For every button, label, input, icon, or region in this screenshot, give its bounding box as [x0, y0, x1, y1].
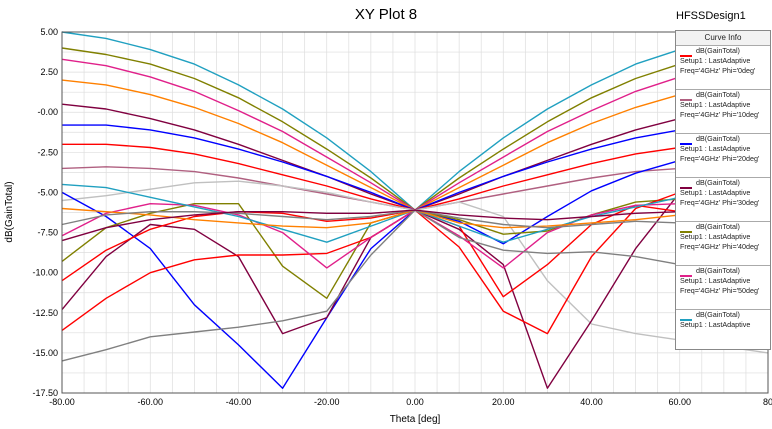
legend-swatch	[680, 231, 692, 233]
legend-params: Freq='4GHz' Phi='10deg'	[680, 110, 760, 119]
legend-entry[interactable]: dB(GainTotal) Setup1 : LastAdaptive Freq…	[676, 178, 770, 222]
legend-curve-name: dB(GainTotal)	[696, 310, 740, 319]
legend-params: Freq='4GHz' Phi='0deg'	[680, 66, 756, 75]
legend-entry[interactable]: dB(GainTotal) Setup1 : LastAdaptive	[676, 310, 770, 349]
legend-header: Curve Info	[676, 31, 770, 46]
legend-params: Freq='4GHz' Phi='50deg'	[680, 286, 760, 295]
y-tick-label: -10.00	[32, 268, 58, 278]
legend-entry[interactable]: dB(GainTotal) Setup1 : LastAdaptive Freq…	[676, 266, 770, 310]
legend-swatch	[680, 187, 692, 189]
curve-info-legend[interactable]: Curve Info dB(GainTotal) Setup1 : LastAd…	[675, 30, 771, 350]
legend-entry[interactable]: dB(GainTotal) Setup1 : LastAdaptive Freq…	[676, 134, 770, 178]
legend-entry[interactable]: dB(GainTotal) Setup1 : LastAdaptive Freq…	[676, 46, 770, 90]
x-tick-label: -20.00	[314, 397, 340, 407]
x-tick-label: 60.00	[668, 397, 691, 407]
legend-curve-name: dB(GainTotal)	[696, 46, 740, 55]
series-line	[61, 209, 769, 242]
y-axis-label: dB(GainTotal)	[4, 181, 15, 242]
y-tick-label: -0.00	[37, 107, 58, 117]
legend-setup: Setup1 : LastAdaptive	[680, 276, 751, 285]
y-tick-label: -17.50	[32, 388, 58, 398]
legend-curve-name: dB(GainTotal)	[696, 222, 740, 231]
x-tick-label: -80.00	[49, 397, 75, 407]
y-tick-label: -7.50	[37, 228, 58, 238]
x-tick-label: 40.00	[580, 397, 603, 407]
legend-setup: Setup1 : LastAdaptive	[680, 188, 751, 197]
y-tick-label: -15.00	[32, 348, 58, 358]
x-tick-label: 80	[763, 397, 772, 407]
legend-swatch	[680, 143, 692, 145]
x-tick-label: -60.00	[137, 397, 163, 407]
legend-curve-name: dB(GainTotal)	[696, 178, 740, 187]
series-layer	[61, 31, 769, 389]
y-tick-label: -12.50	[32, 308, 58, 318]
legend-entry[interactable]: dB(GainTotal) Setup1 : LastAdaptive Freq…	[676, 222, 770, 266]
legend-params: Freq='4GHz' Phi='30deg'	[680, 198, 760, 207]
y-tick-label: 2.50	[40, 67, 58, 77]
axis-layer: -80.00 -60.00 -40.00 -20.00 0.00 20.00 40.00 60…	[32, 27, 772, 407]
legend-swatch	[680, 55, 692, 57]
x-tick-label: 0.00	[406, 397, 424, 407]
legend-swatch	[680, 275, 692, 277]
legend-swatch	[680, 99, 692, 101]
y-tick-label: -2.50	[37, 147, 58, 157]
legend-setup: Setup1 : LastAdaptive	[680, 144, 751, 153]
legend-setup: Setup1 : LastAdaptive	[680, 56, 751, 65]
legend-setup: Setup1 : LastAdaptive	[680, 320, 751, 329]
chart-title: XY Plot 8	[354, 6, 418, 23]
legend-curve-name: dB(GainTotal)	[696, 90, 740, 99]
x-tick-label: -40.00	[226, 397, 252, 407]
legend-params: Freq='4GHz' Phi='20deg'	[680, 154, 760, 163]
legend-setup: Setup1 : LastAdaptive	[680, 232, 751, 241]
legend-curve-name: dB(GainTotal)	[696, 266, 740, 275]
design-name: HFSSDesign1	[676, 10, 746, 22]
legend-setup: Setup1 : LastAdaptive	[680, 100, 751, 109]
legend-params: Freq='4GHz' Phi='40deg'	[680, 242, 760, 251]
legend-curve-name: dB(GainTotal)	[696, 134, 740, 143]
legend-entry[interactable]: dB(GainTotal) Setup1 : LastAdaptive Freq…	[676, 90, 770, 134]
y-tick-label: 5.00	[40, 27, 58, 37]
x-tick-label: 20.00	[492, 397, 515, 407]
legend-swatch	[680, 319, 692, 321]
x-axis-label: Theta [deg]	[390, 414, 441, 425]
y-tick-label: -5.00	[37, 187, 58, 197]
